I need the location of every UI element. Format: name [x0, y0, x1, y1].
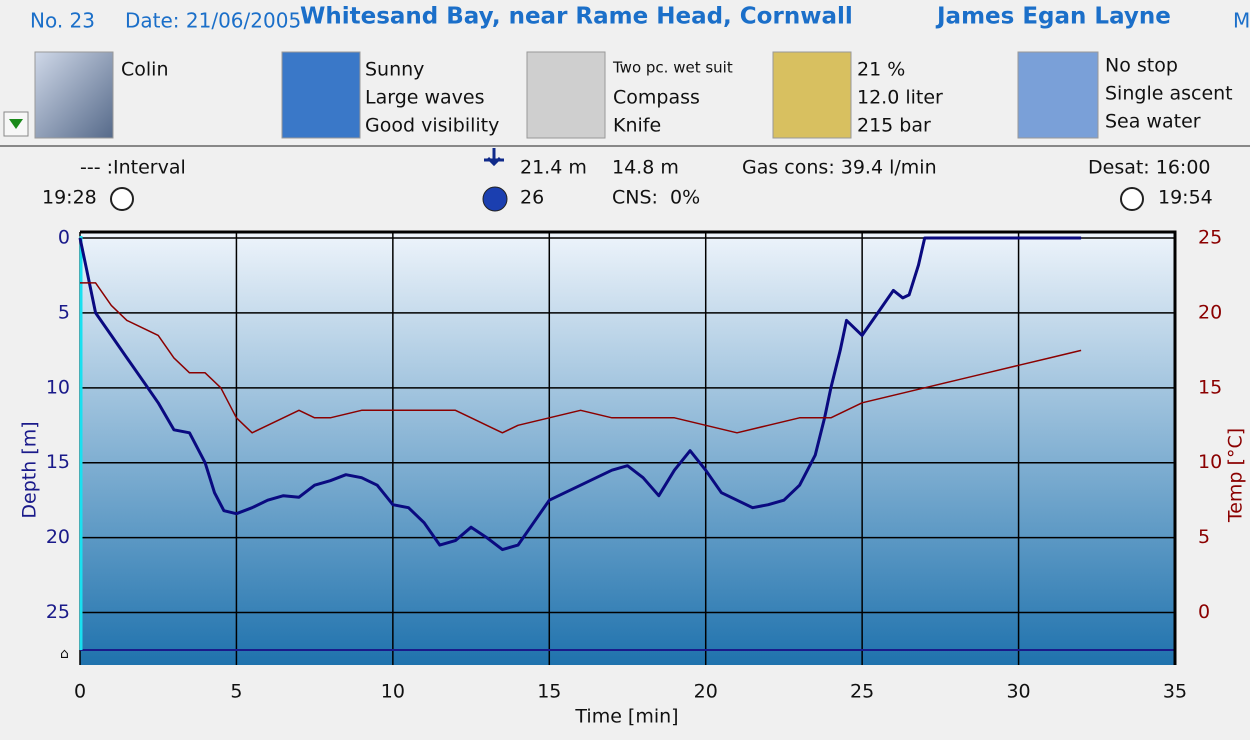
plot-area: [80, 232, 1175, 665]
equipment: Knife: [613, 115, 661, 137]
y2-tick-label: 10: [1198, 451, 1222, 473]
y-axis-title: Depth [m]: [19, 421, 41, 518]
diver-name: James Egan Layne: [935, 4, 1171, 30]
depth-icon: [484, 148, 504, 167]
equipment: Compass: [613, 87, 700, 109]
y2-tick-label: 5: [1198, 526, 1210, 548]
start-time: 19:28: [42, 187, 97, 209]
desaturation: Desat: 16:00: [1088, 157, 1211, 179]
y-tick-label: 10: [46, 376, 70, 398]
dive-date: Date: 21/06/2005: [125, 9, 301, 33]
clock-icon: [110, 187, 134, 211]
series-line: [80, 282, 1082, 434]
avg-depth: 14.8 m: [612, 157, 679, 179]
x-tick-label: 15: [537, 681, 561, 703]
y2-tick-label: 0: [1198, 601, 1210, 623]
surface-icon: ⌂: [60, 646, 69, 662]
dropdown-arrow: [9, 119, 23, 129]
y2-tick-label: 20: [1198, 301, 1222, 323]
y-tick-label: 5: [58, 301, 70, 323]
y-tick-label: 0: [58, 226, 70, 248]
weather: Good visibility: [365, 115, 499, 137]
y2-tick-label: 25: [1198, 226, 1222, 248]
x-tick-label: 30: [1006, 681, 1030, 703]
y-tick-label: 20: [46, 526, 70, 548]
x-tick-label: 5: [230, 681, 242, 703]
series-line: [78, 236, 1082, 552]
y-tick-label: 15: [46, 451, 70, 473]
dive-type: No stop: [1105, 55, 1178, 77]
interval: --- :Interval: [80, 157, 186, 179]
duration: 26: [520, 187, 544, 209]
buddy-photo: [34, 51, 114, 139]
gas-consumption: Gas cons: 39.4 l/min: [742, 157, 937, 179]
buddy: Colin: [121, 59, 169, 81]
weather-photo: [281, 51, 361, 139]
clock-icon: [1120, 187, 1144, 211]
y-tick-label: 25: [46, 601, 70, 623]
gas: 12.0 liter: [857, 87, 943, 109]
duration-icon: [482, 186, 508, 212]
dive-type: Single ascent: [1105, 83, 1233, 105]
weather: Sunny: [365, 59, 424, 81]
x-tick-label: 25: [850, 681, 874, 703]
x-tick-label: 20: [694, 681, 718, 703]
dive-number: No. 23: [30, 9, 95, 33]
equipment-photo: [526, 51, 606, 139]
x-tick-label: 35: [1163, 681, 1187, 703]
gas-photo: [772, 51, 852, 139]
dive-type: Sea water: [1105, 111, 1201, 133]
thumbnails: [3, 51, 1099, 139]
weather: Large waves: [365, 87, 485, 109]
x-tick-label: 10: [381, 681, 405, 703]
cns: CNS: 0%: [612, 187, 700, 209]
y2-axis-title: Temp [°C]: [1225, 428, 1247, 523]
gas: 215 bar: [857, 115, 931, 137]
max-depth: 21.4 m: [520, 157, 587, 179]
gas: 21 %: [857, 59, 905, 81]
dive-photo: [1017, 51, 1099, 139]
y2-tick-label: 15: [1198, 376, 1222, 398]
x-tick-label: 0: [74, 681, 86, 703]
end-time: 19:54: [1158, 187, 1213, 209]
cut-text: M: [1233, 9, 1250, 33]
x-axis-title: Time [min]: [574, 706, 678, 728]
equipment: Two pc. wet suit: [612, 59, 733, 77]
plot-border: [80, 230, 1177, 665]
dive-location: Whitesand Bay, near Rame Head, Cornwall: [300, 4, 853, 30]
